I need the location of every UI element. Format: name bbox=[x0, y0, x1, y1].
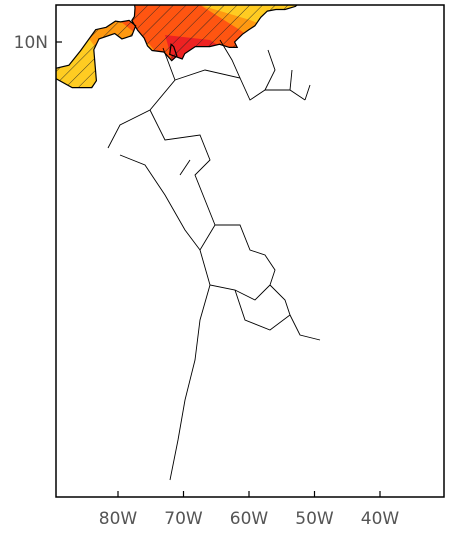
lat-label: 10N bbox=[14, 33, 48, 53]
longitude-axis: 80W 70W 60W 50W 40W bbox=[99, 491, 400, 529]
country-borders bbox=[107, 39, 321, 481]
latitude-axis: 10NEQ10S20S30S40S bbox=[14, 33, 62, 53]
coastline bbox=[56, 5, 298, 89]
lon-label: 60W bbox=[230, 509, 269, 529]
lon-label: 50W bbox=[295, 509, 334, 529]
lon-label: 70W bbox=[164, 509, 203, 529]
lon-label: 80W bbox=[99, 509, 138, 529]
map-frame bbox=[55, 4, 445, 498]
lon-label: 40W bbox=[361, 509, 400, 529]
ocean-background bbox=[56, 5, 444, 497]
